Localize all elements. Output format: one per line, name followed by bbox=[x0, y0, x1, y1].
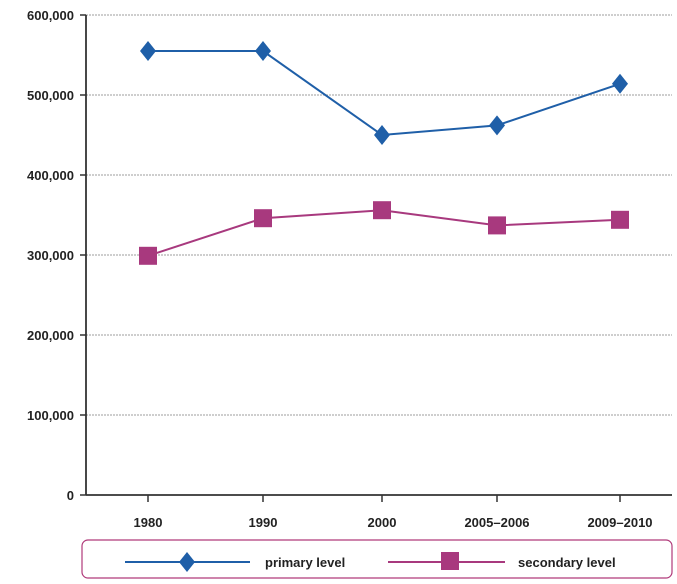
y-tick-label-6: 600,000 bbox=[27, 8, 74, 23]
series-primary-level bbox=[140, 41, 628, 145]
y-tick-label-3: 300,000 bbox=[27, 248, 74, 263]
legend-marker-primary bbox=[179, 552, 195, 572]
x-tick-label-2: 2000 bbox=[368, 515, 397, 530]
y-tick-label-2: 200,000 bbox=[27, 328, 74, 343]
x-tick-labels: 1980 1990 2000 2005–2006 2009–2010 bbox=[134, 515, 653, 530]
point-0-0 bbox=[140, 41, 156, 61]
legend-item-secondary-level: secondary level bbox=[388, 552, 616, 570]
series-layer bbox=[139, 41, 629, 265]
x-tick-label-1: 1990 bbox=[249, 515, 278, 530]
point-0-3 bbox=[489, 115, 505, 136]
y-tick-label-5: 500,000 bbox=[27, 88, 74, 103]
y-tick-label-1: 100,000 bbox=[27, 408, 74, 423]
legend: primary level secondary level bbox=[81, 539, 673, 579]
point-1-2 bbox=[373, 201, 391, 220]
y-tick-label-0: 0 bbox=[67, 488, 74, 503]
x-tick-label-4: 2009–2010 bbox=[587, 515, 652, 530]
x-tick-label-0: 1980 bbox=[134, 515, 163, 530]
legend-label-secondary: secondary level bbox=[518, 555, 616, 570]
point-1-0 bbox=[139, 246, 157, 265]
series-secondary-level bbox=[139, 201, 629, 265]
grid-layer bbox=[86, 14, 672, 416]
series-line-0 bbox=[148, 50, 621, 137]
legend-box bbox=[81, 539, 673, 579]
legend-label-primary: primary level bbox=[265, 555, 345, 570]
y-tick-labels: 0 100,000 200,000 300,000 400,000 500,000 600,… bbox=[27, 8, 74, 503]
legend-marker-secondary bbox=[441, 552, 459, 570]
x-tick-label-3: 2005–2006 bbox=[464, 515, 529, 530]
point-0-2 bbox=[374, 125, 390, 145]
point-0-1 bbox=[255, 41, 271, 61]
point-1-4 bbox=[611, 210, 629, 229]
y-tick-label-4: 400,000 bbox=[27, 168, 74, 183]
point-1-1 bbox=[254, 209, 272, 228]
point-0-4 bbox=[612, 73, 628, 94]
point-1-3 bbox=[488, 216, 506, 235]
legend-item-primary-level: primary level bbox=[125, 552, 345, 572]
axis-layer bbox=[80, 14, 672, 502]
